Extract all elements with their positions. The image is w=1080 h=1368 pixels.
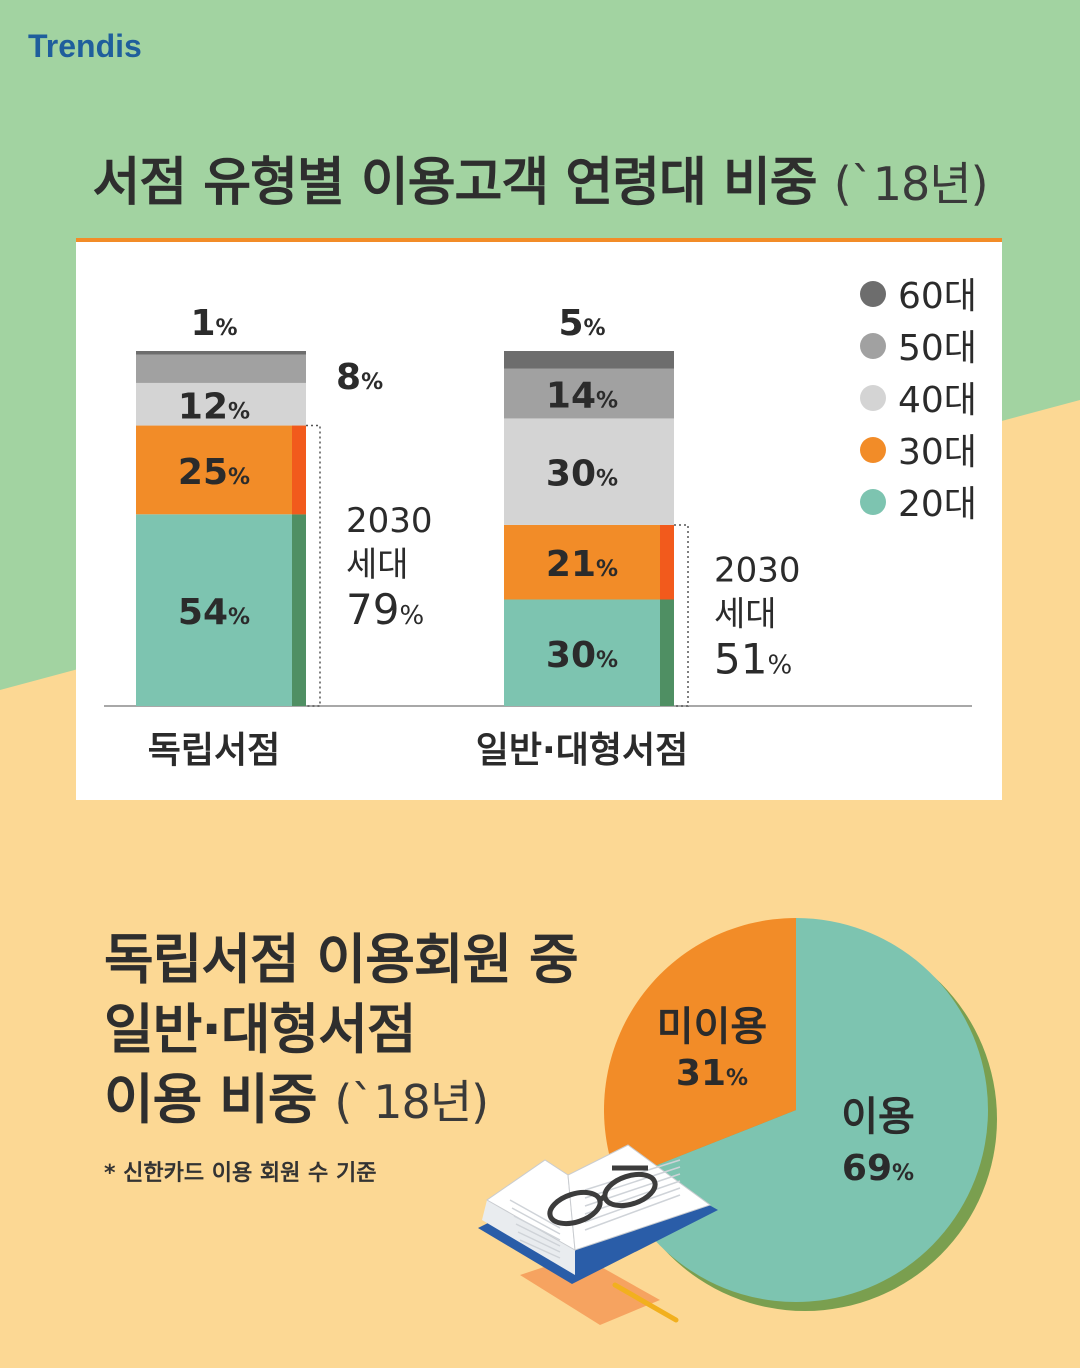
chart-title-text: 서점 유형별 이용고객 연령대 비중: [92, 153, 817, 213]
trendis-logo: Trendis: [28, 28, 142, 64]
legend-marker: [860, 437, 886, 463]
pie-title-line3: 이용 비중: [104, 1068, 318, 1131]
legend-label: 30대: [898, 432, 977, 473]
bracket-2030: [306, 424, 321, 707]
pie-title: 독립서점 이용회원 중 일반·대형서점 이용 비중 (`18년): [104, 925, 579, 1137]
pie-title-line1: 독립서점 이용회원 중: [104, 928, 579, 991]
bar-segment-30대: [504, 524, 674, 600]
bar-segment-40대: [504, 418, 674, 525]
data-label-20대: 54%: [178, 592, 250, 633]
stacked-bar-chart: 54%25%12%8%1%2030세대79%독립서점30%21%30%14%5%…: [104, 276, 977, 771]
bar-accent-30대: [292, 425, 306, 515]
legend-label: 20대: [898, 484, 977, 525]
chart-title: 서점 유형별 이용고객 연령대 비중 (`18년): [0, 140, 1080, 215]
legend-marker: [860, 333, 886, 359]
chart-title-year: (`18년): [833, 157, 989, 211]
legend-label: 40대: [898, 380, 977, 421]
annotation-2030-value: 51%: [714, 634, 792, 683]
annotation-generation-label: 세대: [346, 545, 409, 585]
bar-segment-30대: [136, 425, 306, 515]
data-label-30대: 25%: [178, 452, 250, 493]
data-label-20대: 30%: [546, 635, 618, 676]
pie-title-year: (`18년): [334, 1075, 489, 1129]
bar-segment-50대: [136, 354, 306, 383]
category-label: 독립서점: [148, 730, 280, 771]
bar-accent-20대: [292, 514, 306, 706]
bar-segment-20대: [504, 599, 674, 706]
bracket-2030: [674, 524, 689, 707]
bar-chart-card: 54% 25% 12% 8% 1% 2030 세대 79% 독립서점 30% 21% 30% 14% 5%…: [76, 238, 1002, 800]
data-label-30대: 21%: [546, 544, 618, 585]
bar-segment-20대: [136, 514, 306, 706]
bar-accent-20대: [660, 599, 674, 706]
legend-marker: [860, 385, 886, 411]
data-label-40대: 30%: [546, 454, 618, 495]
legend-marker: [860, 281, 886, 307]
data-label-60s: 1%: [190, 303, 237, 344]
legend-label: 50대: [898, 328, 977, 369]
bar-segment-60대: [504, 351, 674, 369]
bar-segment-50대: [504, 368, 674, 419]
category-label: 일반·대형서점: [476, 730, 688, 771]
legend-label: 60대: [898, 276, 977, 317]
data-label-60s: 5%: [558, 303, 605, 344]
bar-accent-30대: [660, 524, 674, 600]
data-label-50s: 8%: [336, 357, 383, 398]
bar-segment-60대: [136, 351, 306, 355]
data-label-40대: 12%: [178, 386, 250, 427]
legend-marker: [860, 489, 886, 515]
pie-title-line2: 일반·대형서점: [104, 998, 417, 1061]
annotation-generation-label: 세대: [714, 594, 777, 634]
footnote: * 신한카드 이용 회원 수 기준: [104, 1161, 377, 1186]
annotation-2030-label: 2030: [346, 501, 433, 541]
annotation-2030-value: 79%: [346, 585, 424, 634]
bar-segment-40대: [136, 382, 306, 426]
annotation-2030-label: 2030: [714, 550, 801, 590]
data-label-50s: 14%: [546, 376, 618, 417]
